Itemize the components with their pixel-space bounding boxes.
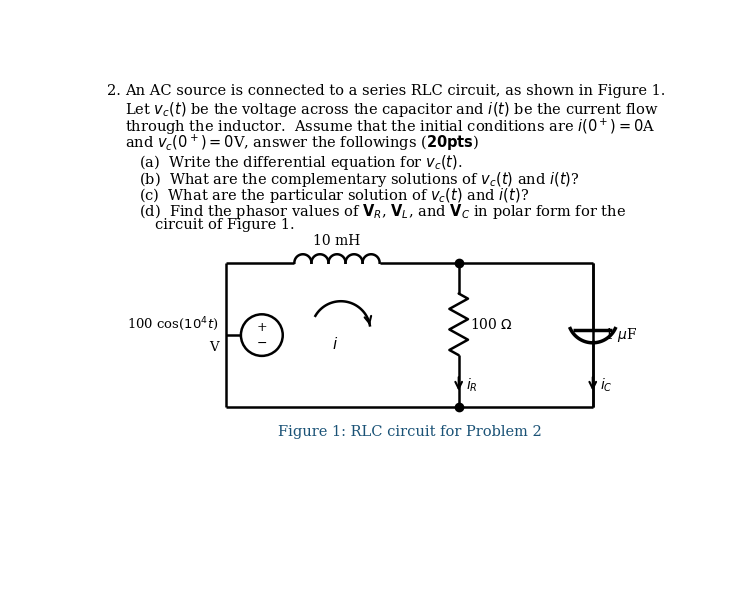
Text: circuit of Figure 1.: circuit of Figure 1. <box>155 218 294 232</box>
Text: $i_R$: $i_R$ <box>467 377 478 394</box>
Text: $i_C$: $i_C$ <box>600 377 613 394</box>
Text: Let $v_c(t)$ be the voltage across the capacitor and $i(t)$ be the current flow: Let $v_c(t)$ be the voltage across the c… <box>126 100 659 119</box>
Text: $i$: $i$ <box>331 336 338 352</box>
Text: V: V <box>209 341 218 354</box>
Text: An AC source is connected to a series RLC circuit, as shown in Figure 1.: An AC source is connected to a series RL… <box>126 84 666 98</box>
Text: (d)  Find the phasor values of $\mathbf{V}_R$, $\mathbf{V}_L$, and $\mathbf{V}_C: (d) Find the phasor values of $\mathbf{V… <box>140 202 626 221</box>
Text: (c)  What are the particular solution of $v_c(t)$ and $i(t)$?: (c) What are the particular solution of … <box>140 186 530 205</box>
Text: 2.: 2. <box>107 84 120 98</box>
Text: 1 $\mu$F: 1 $\mu$F <box>603 326 637 344</box>
Text: Figure 1: RLC circuit for Problem 2: Figure 1: RLC circuit for Problem 2 <box>278 425 542 439</box>
Text: through the inductor.  Assume that the initial conditions are $i(0^+) = 0$A: through the inductor. Assume that the in… <box>126 117 655 137</box>
Text: (a)  Write the differential equation for $v_c(t)$.: (a) Write the differential equation for … <box>140 153 463 172</box>
Text: 100 $\Omega$: 100 $\Omega$ <box>470 317 513 332</box>
Text: 100 cos($10^4t$): 100 cos($10^4t$) <box>127 316 218 333</box>
Text: $-$: $-$ <box>256 336 267 349</box>
Text: 10 mH: 10 mH <box>314 234 360 248</box>
Text: +: + <box>256 321 267 334</box>
Text: (b)  What are the complementary solutions of $v_c(t)$ and $i(t)$?: (b) What are the complementary solutions… <box>140 170 580 188</box>
Text: and $v_c(0^+) = 0$V, answer the followings ($\mathbf{20pts}$): and $v_c(0^+) = 0$V, answer the followin… <box>126 133 480 153</box>
